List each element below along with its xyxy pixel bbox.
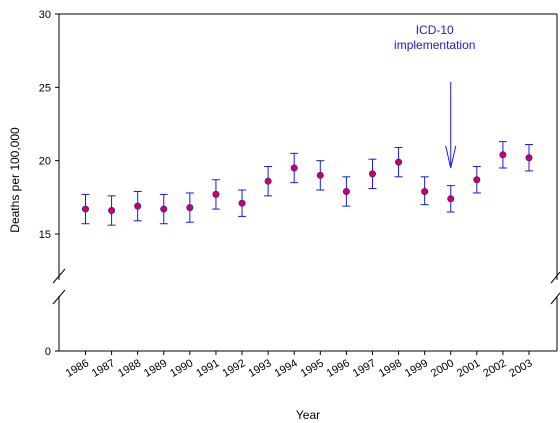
y-axis-title: Deaths per 100,000 [8,127,22,233]
x-tick-label: 1997 [351,357,378,380]
data-point [395,158,403,166]
x-tick-label: 1995 [299,357,326,380]
x-tick-label: 2001 [455,357,482,380]
data-point [212,190,220,198]
annotation-arrow-head [445,145,457,169]
axis-break-mark-right-2 [550,292,560,305]
x-tick-label: 1989 [142,357,169,380]
y-tick-label: 0 [45,346,51,358]
x-tick-label: 2003 [507,357,534,380]
x-tick-label: 2002 [481,357,508,380]
data-point [499,151,507,159]
data-point [447,195,455,203]
x-tick-label: 1991 [194,357,221,380]
x-tick-label: 1986 [64,357,91,380]
x-tick-label: 1998 [377,357,404,380]
data-point [82,205,90,213]
data-point [264,177,272,185]
annotation-line-2: implementation [394,38,475,52]
data-point [134,202,142,210]
data-point [473,176,481,184]
data-point [342,187,350,195]
x-tick-label: 1992 [220,357,247,380]
x-axis-title: Year [296,408,320,422]
y-tick-label: 20 [39,156,51,168]
data-point [160,205,168,213]
data-marks [81,141,533,226]
axis-break-mark-left-1 [52,268,66,284]
y-tick-label: 25 [39,82,51,94]
data-point [186,204,194,212]
data-point [238,199,246,207]
x-tick-label: 1988 [116,357,143,380]
axis-break-mark-left-2 [52,289,66,305]
axis-break-mark-right-1 [550,271,560,284]
x-tick-label: 2000 [429,357,456,380]
y-tick-label: 15 [39,229,51,241]
y-tick-label: 30 [39,9,51,21]
data-point [421,187,429,195]
data-point [368,170,376,178]
data-point [316,171,324,179]
x-tick-label: 1999 [403,357,430,380]
x-tick-label: 1996 [325,357,352,380]
x-tick-label: 1987 [90,357,117,380]
x-tick-label: 1993 [246,357,273,380]
axes: 0152025301986198719881989199019911992199… [39,9,560,380]
annotation-line-1: ICD-10 [416,23,454,37]
data-point [525,154,533,162]
data-point [108,207,116,215]
x-tick-label: 1990 [168,357,195,380]
x-tick-label: 1994 [273,357,300,380]
data-point [290,164,298,172]
annotation: ICD-10 implementation [394,23,475,169]
